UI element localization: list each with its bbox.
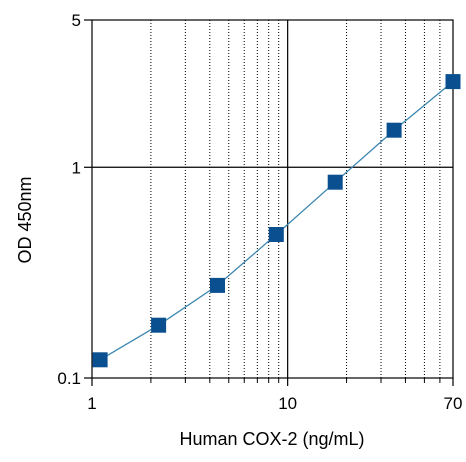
x-axis-label: Human COX-2 (ng/mL) <box>179 429 364 449</box>
y-axis-label: OD 450nm <box>15 176 35 263</box>
data-point-marker <box>386 122 402 138</box>
x-tick-label: 70 <box>444 394 463 413</box>
series <box>92 74 461 368</box>
data-point-marker <box>268 227 284 242</box>
data-point-marker <box>445 74 461 90</box>
x-tick-label: 1 <box>87 394 96 413</box>
y-tick-label: 1 <box>72 158 81 177</box>
plot-frame <box>84 19 454 386</box>
y-tick-label: 5 <box>72 11 81 30</box>
data-point-marker <box>327 174 343 190</box>
x-tick-label: 10 <box>278 394 297 413</box>
data-point-marker <box>210 277 225 293</box>
plot-border <box>91 19 454 379</box>
grid <box>92 20 453 378</box>
data-point-marker <box>92 352 108 368</box>
y-tick-label: 0.1 <box>57 369 81 388</box>
tick-labels: 1 10 70 0.1 1 5 <box>57 11 462 413</box>
data-point-marker <box>151 317 167 333</box>
